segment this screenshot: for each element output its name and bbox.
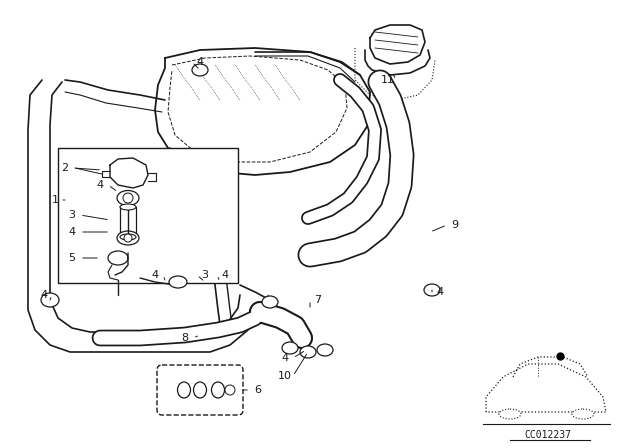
- Text: 2: 2: [61, 163, 68, 173]
- Text: 10: 10: [278, 371, 292, 381]
- Ellipse shape: [192, 64, 208, 76]
- Text: 4: 4: [40, 290, 47, 300]
- Ellipse shape: [572, 409, 594, 419]
- Ellipse shape: [300, 346, 316, 358]
- Text: 8: 8: [181, 333, 189, 343]
- Bar: [58, 148, 238, 283]
- Text: 9: 9: [451, 220, 459, 230]
- Text: 1: 1: [51, 195, 58, 205]
- Ellipse shape: [424, 284, 440, 296]
- Text: CC012237: CC012237: [525, 430, 572, 440]
- Text: 6: 6: [255, 385, 262, 395]
- Ellipse shape: [177, 382, 191, 398]
- Ellipse shape: [193, 382, 207, 398]
- Ellipse shape: [317, 344, 333, 356]
- Text: 5: 5: [68, 253, 76, 263]
- Text: 4: 4: [436, 287, 444, 297]
- Ellipse shape: [117, 231, 139, 245]
- Text: 11: 11: [381, 75, 395, 85]
- Ellipse shape: [211, 382, 225, 398]
- Circle shape: [123, 193, 133, 203]
- Text: 4: 4: [152, 270, 159, 280]
- Circle shape: [225, 385, 235, 395]
- Ellipse shape: [282, 342, 298, 354]
- Text: 3: 3: [202, 270, 209, 280]
- Ellipse shape: [262, 296, 278, 308]
- Ellipse shape: [169, 276, 187, 288]
- Circle shape: [124, 234, 132, 242]
- Text: 4: 4: [221, 270, 228, 280]
- Text: 4: 4: [68, 227, 76, 237]
- Ellipse shape: [41, 293, 59, 307]
- Text: 4: 4: [97, 180, 104, 190]
- Ellipse shape: [499, 409, 521, 419]
- Ellipse shape: [120, 204, 136, 210]
- Text: 4: 4: [196, 57, 204, 67]
- Text: 4: 4: [282, 353, 289, 363]
- Ellipse shape: [108, 251, 128, 265]
- Ellipse shape: [117, 190, 139, 206]
- FancyBboxPatch shape: [157, 365, 243, 415]
- Text: 7: 7: [314, 295, 321, 305]
- Text: 3: 3: [68, 210, 76, 220]
- Ellipse shape: [120, 234, 136, 240]
